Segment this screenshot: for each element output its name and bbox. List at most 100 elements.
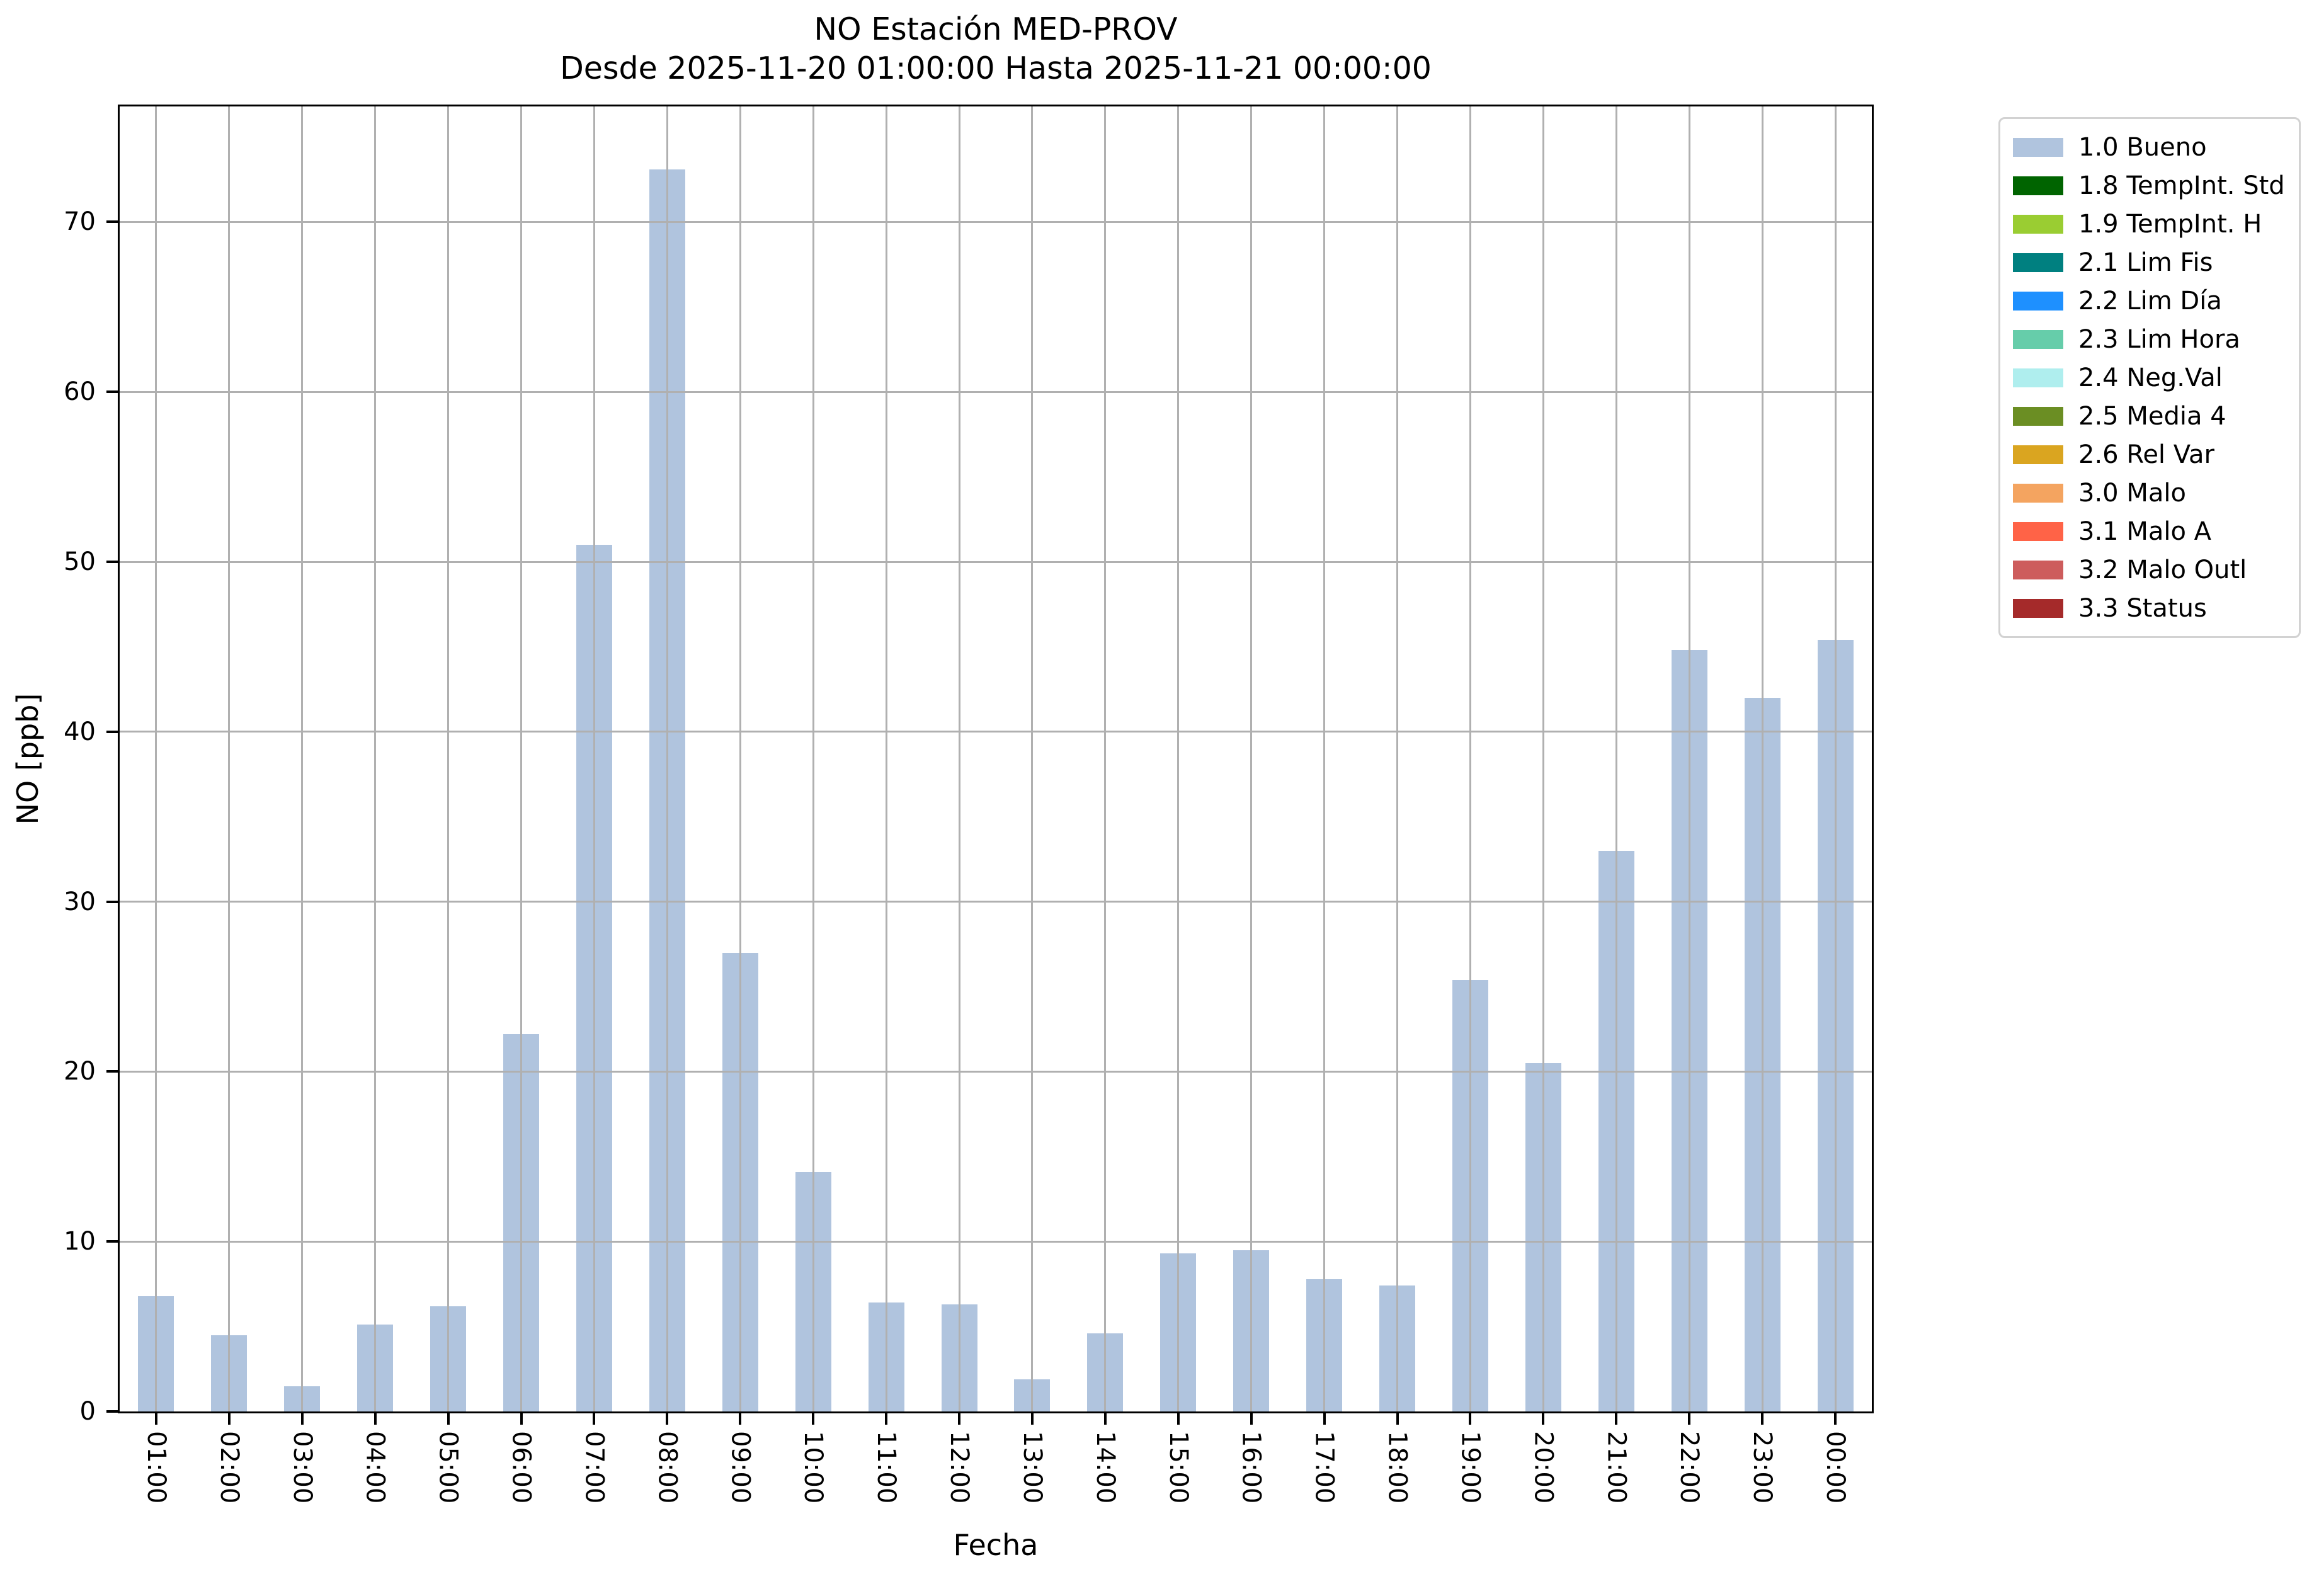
legend-swatch-2-4-neg-val bbox=[2013, 368, 2063, 387]
gridline-horizontal-50 bbox=[120, 561, 1872, 563]
legend-swatch-3-3-status bbox=[2013, 598, 2063, 618]
legend-item-1-8-tempint-std: 1.8 TempInt. Std bbox=[2000, 172, 2299, 200]
y-tick-mark-0 bbox=[106, 1410, 118, 1413]
x-tick-mark-06-00 bbox=[520, 1413, 523, 1425]
gridline-vertical-14-00 bbox=[1104, 106, 1107, 1411]
gridline-vertical-17-00 bbox=[1323, 106, 1326, 1411]
legend-item-2-5-media-4: 2.5 Media 4 bbox=[2000, 402, 2299, 430]
x-tick-mark-23-00 bbox=[1761, 1413, 1764, 1425]
x-tick-label-21-00: 21:00 bbox=[1602, 1431, 1631, 1504]
legend-item-2-1-lim-fis: 2.1 Lim Fis bbox=[2000, 249, 2299, 276]
legend-item-3-3-status: 3.3 Status bbox=[2000, 595, 2299, 622]
chart-title-line1: NO Estación MED-PROV bbox=[814, 11, 1178, 47]
legend-label-3-2-malo-outl: 3.2 Malo Outl bbox=[2078, 555, 2247, 584]
x-tick-mark-16-00 bbox=[1250, 1413, 1253, 1425]
x-tick-label-11-00: 11:00 bbox=[872, 1431, 901, 1504]
x-tick-mark-11-00 bbox=[885, 1413, 888, 1425]
gridline-vertical-23-00 bbox=[1761, 106, 1763, 1411]
x-tick-mark-15-00 bbox=[1177, 1413, 1180, 1425]
gridline-vertical-04-00 bbox=[374, 106, 377, 1411]
legend-swatch-2-3-lim-hora bbox=[2013, 329, 2063, 349]
gridline-horizontal-40 bbox=[120, 731, 1872, 733]
y-tick-label-10: 10 bbox=[64, 1227, 96, 1257]
x-tick-mark-10-00 bbox=[812, 1413, 815, 1425]
gridline-vertical-08-00 bbox=[666, 106, 668, 1411]
x-tick-label-00-00: 00:00 bbox=[1821, 1431, 1850, 1504]
chart-title-line2: Desde 2025-11-20 01:00:00 Hasta 2025-11-… bbox=[560, 50, 1432, 86]
gridline-vertical-01-00 bbox=[155, 106, 157, 1411]
x-tick-label-08-00: 08:00 bbox=[652, 1431, 682, 1504]
y-tick-mark-70 bbox=[106, 220, 118, 224]
y-tick-label-0: 0 bbox=[79, 1397, 96, 1426]
legend-item-3-0-malo: 3.0 Malo bbox=[2000, 479, 2299, 507]
gridline-vertical-06-00 bbox=[520, 106, 523, 1411]
x-tick-mark-00-00 bbox=[1834, 1413, 1837, 1425]
x-tick-label-02-00: 02:00 bbox=[214, 1431, 244, 1504]
gridline-horizontal-10 bbox=[120, 1240, 1872, 1243]
legend-swatch-2-6-rel-var bbox=[2013, 445, 2063, 464]
x-tick-mark-07-00 bbox=[593, 1413, 596, 1425]
x-tick-label-01-00: 01:00 bbox=[141, 1431, 171, 1504]
y-tick-mark-40 bbox=[106, 730, 118, 733]
x-tick-mark-18-00 bbox=[1396, 1413, 1399, 1425]
y-axis-label: NO [ppb] bbox=[11, 693, 45, 825]
gridline-vertical-11-00 bbox=[885, 106, 887, 1411]
legend-swatch-1-0-bueno bbox=[2013, 137, 2063, 157]
x-tick-mark-02-00 bbox=[227, 1413, 231, 1425]
legend-item-3-1-malo-a: 3.1 Malo A bbox=[2000, 518, 2299, 545]
gridline-vertical-03-00 bbox=[301, 106, 304, 1411]
gridline-vertical-05-00 bbox=[447, 106, 450, 1411]
legend-swatch-3-0-malo bbox=[2013, 483, 2063, 503]
legend-label-2-5-media-4: 2.5 Media 4 bbox=[2078, 401, 2226, 431]
x-tick-label-14-00: 14:00 bbox=[1090, 1431, 1120, 1504]
y-tick-mark-60 bbox=[106, 390, 118, 394]
legend-label-1-0-bueno: 1.0 Bueno bbox=[2078, 132, 2207, 162]
gridline-vertical-12-00 bbox=[958, 106, 960, 1411]
y-tick-mark-50 bbox=[106, 561, 118, 564]
y-tick-label-60: 60 bbox=[64, 377, 96, 407]
legend: 1.0 Bueno 1.8 TempInt. Std 1.9 TempInt. H 2… bbox=[1998, 117, 2301, 638]
y-tick-label-70: 70 bbox=[64, 207, 96, 237]
x-tick-mark-14-00 bbox=[1103, 1413, 1107, 1425]
gridline-horizontal-60 bbox=[120, 390, 1872, 393]
legend-swatch-2-1-lim-fis bbox=[2013, 253, 2063, 272]
legend-item-1-9-tempint-h: 1.9 TempInt. H bbox=[2000, 210, 2299, 238]
legend-item-2-4-neg-val: 2.4 Neg.Val bbox=[2000, 364, 2299, 392]
legend-swatch-1-8-tempint-std bbox=[2013, 176, 2063, 195]
gridline-horizontal-70 bbox=[120, 220, 1872, 223]
legend-item-2-3-lim-hora: 2.3 Lim Hora bbox=[2000, 326, 2299, 353]
x-tick-label-04-00: 04:00 bbox=[360, 1431, 390, 1504]
x-tick-label-19-00: 19:00 bbox=[1456, 1431, 1485, 1504]
x-tick-label-07-00: 07:00 bbox=[579, 1431, 609, 1504]
legend-swatch-3-2-malo-outl bbox=[2013, 560, 2063, 579]
gridline-vertical-07-00 bbox=[593, 106, 595, 1411]
gridline-vertical-10-00 bbox=[812, 106, 814, 1411]
gridline-vertical-02-00 bbox=[228, 106, 231, 1411]
x-tick-label-15-00: 15:00 bbox=[1163, 1431, 1193, 1504]
gridline-vertical-16-00 bbox=[1250, 106, 1253, 1411]
x-tick-mark-05-00 bbox=[447, 1413, 450, 1425]
x-tick-label-10-00: 10:00 bbox=[799, 1431, 828, 1504]
y-tick-label-20: 20 bbox=[64, 1057, 96, 1086]
x-tick-label-20-00: 20:00 bbox=[1529, 1431, 1558, 1504]
x-tick-label-06-00: 06:00 bbox=[506, 1431, 536, 1504]
x-tick-mark-19-00 bbox=[1469, 1413, 1472, 1425]
x-tick-label-16-00: 16:00 bbox=[1236, 1431, 1266, 1504]
legend-swatch-2-2-lim-d-a bbox=[2013, 291, 2063, 311]
y-tick-mark-10 bbox=[106, 1240, 118, 1243]
legend-label-3-0-malo: 3.0 Malo bbox=[2078, 478, 2186, 508]
x-tick-mark-17-00 bbox=[1323, 1413, 1326, 1425]
y-tick-label-50: 50 bbox=[64, 547, 96, 577]
x-tick-mark-08-00 bbox=[666, 1413, 669, 1425]
x-tick-label-13-00: 13:00 bbox=[1017, 1431, 1047, 1504]
y-tick-mark-20 bbox=[106, 1070, 118, 1073]
legend-item-2-6-rel-var: 2.6 Rel Var bbox=[2000, 441, 2299, 469]
legend-swatch-1-9-tempint-h bbox=[2013, 214, 2063, 234]
legend-swatch-2-5-media-4 bbox=[2013, 406, 2063, 426]
x-axis-label: Fecha bbox=[953, 1528, 1039, 1562]
x-tick-label-18-00: 18:00 bbox=[1382, 1431, 1412, 1504]
gridline-vertical-09-00 bbox=[739, 106, 741, 1411]
gridline-vertical-21-00 bbox=[1615, 106, 1617, 1411]
gridline-vertical-20-00 bbox=[1542, 106, 1544, 1411]
